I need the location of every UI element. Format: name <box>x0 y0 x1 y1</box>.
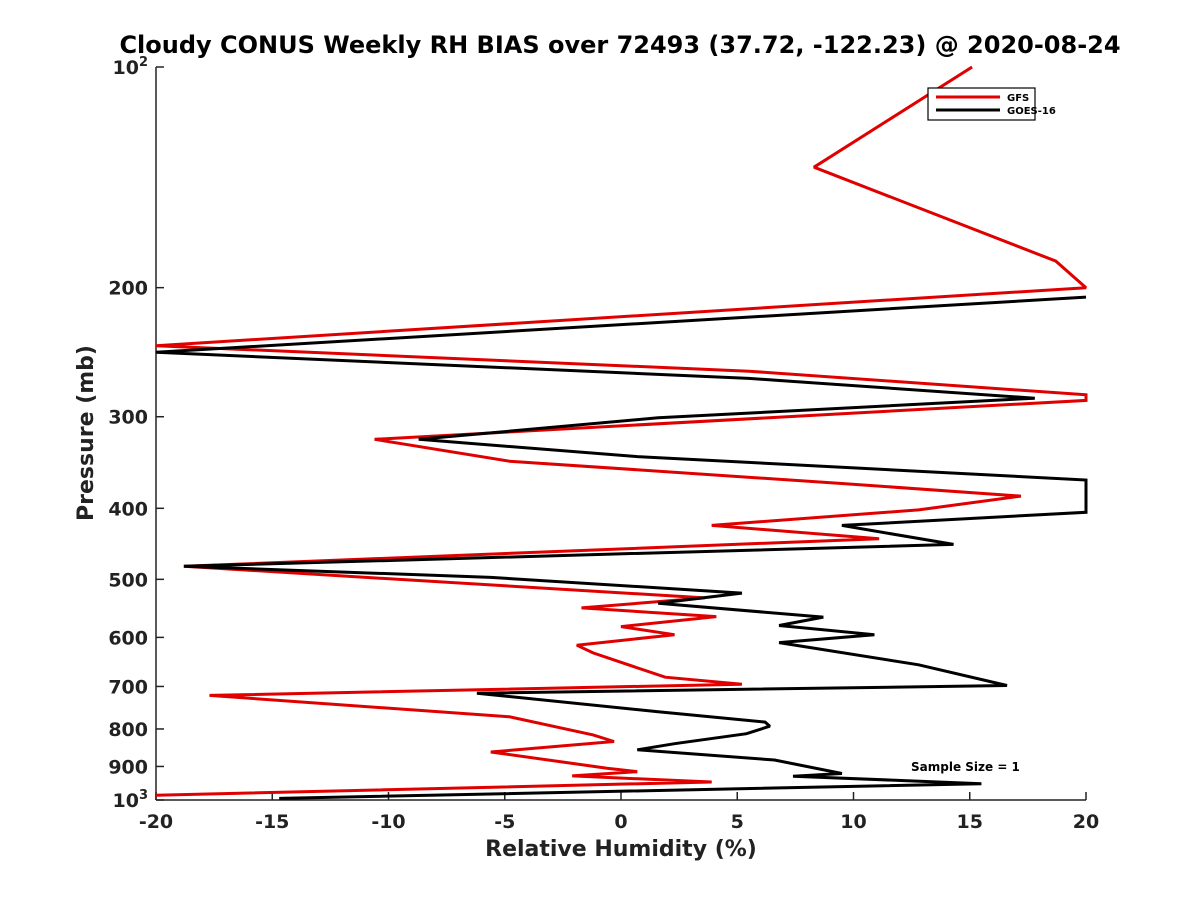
y-tick-label: 300 <box>108 407 148 429</box>
y-tick-label-base: 600 <box>108 627 148 649</box>
y-tick-label: 700 <box>108 676 148 698</box>
x-tick-label: 5 <box>731 811 744 833</box>
legend-box <box>927 87 1036 121</box>
y-tick-label-base: 300 <box>108 407 148 429</box>
x-tick-label: 15 <box>957 811 983 833</box>
legend-label-gfs: GFS <box>1007 93 1029 104</box>
legend: GFS GOES-16 <box>927 87 1056 121</box>
sample-size-annotation: Sample Size = 1 <box>911 760 1020 774</box>
x-axis-label: Relative Humidity (%) <box>485 837 757 862</box>
y-tick-label: 103 <box>113 788 149 812</box>
y-tick-label: 900 <box>108 756 148 778</box>
y-tick-label: 200 <box>108 278 148 300</box>
x-tick-label: 10 <box>840 811 866 833</box>
x-tick-label: -10 <box>371 811 405 833</box>
y-tick-label-base: 200 <box>108 278 148 300</box>
y-tick-label-base: 10 <box>113 790 139 812</box>
y-tick-label-base: 500 <box>108 569 148 591</box>
y-tick-label: 800 <box>108 719 148 741</box>
series-line-gfs <box>155 65 1088 797</box>
series-line-goes-16 <box>155 295 1088 800</box>
x-tick-label: -15 <box>255 811 289 833</box>
x-tick-label: 20 <box>1073 811 1099 833</box>
x-tick-label: -5 <box>494 811 515 833</box>
x-tick-label: 0 <box>614 811 627 833</box>
y-tick-label-base: 800 <box>108 719 148 741</box>
chart-title: Cloudy CONUS Weekly RH BIAS over 72493 (… <box>119 31 1120 59</box>
series-layer <box>155 65 1088 800</box>
y-tick-label-base: 400 <box>108 498 148 520</box>
x-tick-label: -20 <box>139 811 173 833</box>
y-tick-label: 600 <box>108 627 148 649</box>
y-tick-label-exponent: 2 <box>139 55 148 70</box>
y-tick-label-base: 10 <box>113 57 139 79</box>
y-tick-label: 500 <box>108 569 148 591</box>
y-tick-label: 400 <box>108 498 148 520</box>
legend-label-goes-16: GOES-16 <box>1007 106 1056 117</box>
y-tick-label: 102 <box>113 55 149 79</box>
y-tick-label-base: 700 <box>108 676 148 698</box>
y-tick-label-exponent: 3 <box>139 788 148 803</box>
y-tick-label-base: 900 <box>108 756 148 778</box>
x-ticks: -20 -15 -10 -5 0 5 10 15 20 <box>139 792 1099 833</box>
y-axis-label: Pressure (mb) <box>74 345 99 521</box>
